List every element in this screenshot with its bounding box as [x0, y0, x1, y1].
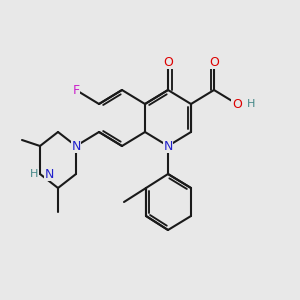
Text: N: N [45, 167, 54, 181]
Text: O: O [163, 56, 173, 68]
Text: O: O [232, 98, 242, 110]
Text: F: F [72, 83, 80, 97]
Text: N: N [71, 140, 81, 152]
Text: H: H [247, 99, 255, 109]
Text: H: H [30, 169, 38, 179]
Text: O: O [209, 56, 219, 68]
Text: N: N [163, 140, 173, 152]
